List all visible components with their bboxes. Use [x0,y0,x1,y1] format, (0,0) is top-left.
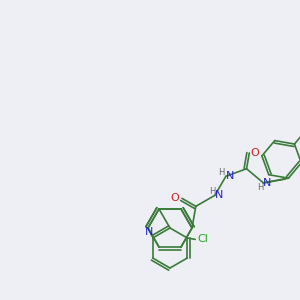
Text: H: H [257,183,264,192]
Text: H: H [218,168,224,177]
Text: Cl: Cl [198,234,208,244]
Text: N: N [145,227,153,237]
Text: N: N [226,171,234,181]
Text: H: H [209,187,215,196]
Text: N: N [263,178,272,188]
Text: O: O [171,193,179,203]
Text: O: O [250,148,259,158]
Text: N: N [215,190,223,200]
